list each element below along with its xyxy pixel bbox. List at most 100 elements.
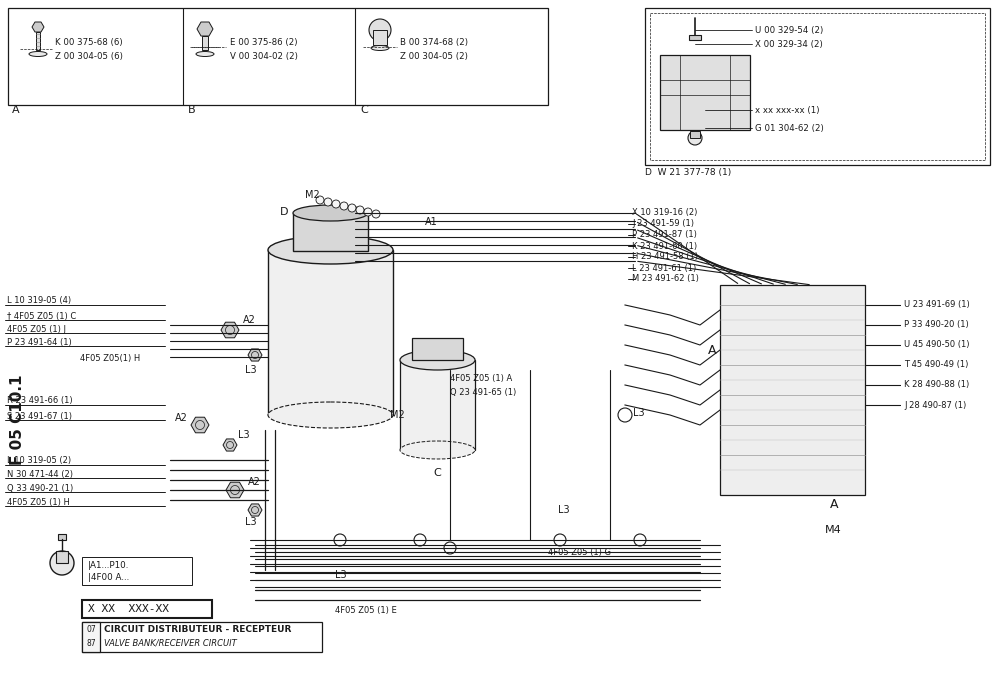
Text: M2: M2 bbox=[390, 410, 405, 420]
Polygon shape bbox=[226, 482, 244, 498]
Circle shape bbox=[334, 534, 346, 546]
Text: † 4F05 Z05 (1) C: † 4F05 Z05 (1) C bbox=[7, 312, 76, 320]
Bar bbox=[412, 338, 463, 360]
Polygon shape bbox=[248, 504, 262, 516]
Circle shape bbox=[372, 210, 380, 218]
Text: C: C bbox=[360, 105, 368, 115]
Bar bbox=[82, 622, 100, 652]
Polygon shape bbox=[221, 322, 239, 338]
Text: A: A bbox=[708, 343, 716, 356]
Text: VALVE BANK/RECEIVER CIRCUIT: VALVE BANK/RECEIVER CIRCUIT bbox=[104, 639, 237, 648]
Circle shape bbox=[414, 534, 426, 546]
Text: A1: A1 bbox=[425, 217, 438, 227]
Text: 4F05 Z05 (1) G: 4F05 Z05 (1) G bbox=[548, 548, 611, 556]
Bar bbox=[82, 557, 192, 585]
Text: L3: L3 bbox=[558, 505, 570, 515]
Ellipse shape bbox=[268, 402, 393, 428]
Ellipse shape bbox=[196, 51, 214, 57]
Text: J 28 490-87 (1): J 28 490-87 (1) bbox=[904, 400, 966, 410]
Bar bbox=[690, 131, 700, 138]
Text: F 05 C10.1: F 05 C10.1 bbox=[10, 375, 26, 465]
Text: X XX  XXX-XX: X XX XXX-XX bbox=[88, 604, 169, 614]
Circle shape bbox=[340, 202, 348, 210]
Text: A2: A2 bbox=[248, 477, 261, 487]
Bar bbox=[268, 250, 393, 415]
Ellipse shape bbox=[400, 350, 475, 370]
Text: CIRCUIT DISTRIBUTEUR - RECEPTEUR: CIRCUIT DISTRIBUTEUR - RECEPTEUR bbox=[104, 625, 291, 635]
Bar bbox=[82, 622, 322, 652]
Text: Z 00 304-05 (6): Z 00 304-05 (6) bbox=[55, 51, 123, 60]
Text: Z 00 304-05 (2): Z 00 304-05 (2) bbox=[400, 51, 468, 60]
Bar bbox=[660, 55, 750, 130]
Polygon shape bbox=[32, 22, 44, 32]
Polygon shape bbox=[197, 22, 213, 36]
Text: U 00 329-54 (2): U 00 329-54 (2) bbox=[755, 26, 823, 34]
Text: P 23 491-64 (1): P 23 491-64 (1) bbox=[7, 337, 72, 347]
Bar bbox=[720, 285, 865, 495]
Text: Q 33 490-21 (1): Q 33 490-21 (1) bbox=[7, 483, 73, 493]
Text: 4F05 Z05 (1) A: 4F05 Z05 (1) A bbox=[450, 374, 512, 383]
Text: L 10 319-05 (2): L 10 319-05 (2) bbox=[7, 456, 71, 466]
Circle shape bbox=[332, 200, 340, 208]
Circle shape bbox=[618, 408, 632, 422]
Bar bbox=[82, 600, 212, 618]
Text: A: A bbox=[830, 498, 838, 512]
Polygon shape bbox=[223, 439, 237, 451]
Bar bbox=[36, 32, 40, 50]
Text: M4: M4 bbox=[825, 525, 842, 535]
Circle shape bbox=[364, 208, 372, 216]
Circle shape bbox=[688, 131, 702, 145]
Text: C: C bbox=[433, 468, 441, 478]
Text: 87: 87 bbox=[86, 639, 96, 648]
Text: V 00 304-02 (2): V 00 304-02 (2) bbox=[230, 51, 298, 60]
Circle shape bbox=[554, 534, 566, 546]
Ellipse shape bbox=[400, 441, 475, 459]
Bar bbox=[56, 551, 68, 563]
Text: x xx xxx-xx (1): x xx xxx-xx (1) bbox=[755, 105, 820, 114]
Circle shape bbox=[324, 198, 332, 206]
Ellipse shape bbox=[29, 51, 47, 57]
Text: L3: L3 bbox=[245, 517, 257, 527]
Circle shape bbox=[356, 206, 364, 214]
Circle shape bbox=[50, 551, 74, 575]
Text: J 23 491-59 (1): J 23 491-59 (1) bbox=[632, 220, 694, 228]
Text: K 00 375-68 (6): K 00 375-68 (6) bbox=[55, 37, 123, 47]
Text: 4F05 Z05 (1) H: 4F05 Z05 (1) H bbox=[7, 498, 70, 506]
Text: L3: L3 bbox=[245, 365, 257, 375]
Bar bbox=[58, 534, 66, 540]
Text: A2: A2 bbox=[175, 413, 188, 423]
Text: S 23 491-67 (1): S 23 491-67 (1) bbox=[7, 412, 72, 420]
Text: N 30 471-44 (2): N 30 471-44 (2) bbox=[7, 470, 73, 479]
Ellipse shape bbox=[371, 45, 389, 51]
Text: L3: L3 bbox=[335, 570, 347, 580]
Bar bbox=[373, 30, 387, 45]
Bar bbox=[293, 213, 368, 251]
Text: 4F05 Z05(1) H: 4F05 Z05(1) H bbox=[80, 354, 140, 362]
Text: R 23 491-66 (1): R 23 491-66 (1) bbox=[7, 397, 73, 406]
Text: P 23 491-87 (1): P 23 491-87 (1) bbox=[632, 231, 697, 239]
Text: P 33 490-20 (1): P 33 490-20 (1) bbox=[904, 320, 969, 329]
Text: D: D bbox=[280, 207, 288, 217]
Text: |4F00 A...: |4F00 A... bbox=[88, 573, 129, 583]
Bar bbox=[202, 36, 208, 50]
Text: U 23 491-69 (1): U 23 491-69 (1) bbox=[904, 301, 970, 310]
Text: 4F05 Z05 (1) E: 4F05 Z05 (1) E bbox=[335, 606, 397, 614]
Bar bbox=[400, 360, 475, 450]
Text: A2: A2 bbox=[243, 315, 256, 325]
Text: L3: L3 bbox=[633, 408, 645, 418]
Ellipse shape bbox=[268, 236, 393, 264]
Bar bbox=[650, 13, 985, 160]
Text: L3: L3 bbox=[238, 430, 250, 440]
Circle shape bbox=[348, 204, 356, 212]
Circle shape bbox=[316, 196, 324, 204]
Text: X 10 319-16 (2): X 10 319-16 (2) bbox=[632, 208, 697, 218]
Text: K 28 490-88 (1): K 28 490-88 (1) bbox=[904, 381, 969, 389]
Text: K 23 491-60 (1): K 23 491-60 (1) bbox=[632, 241, 697, 251]
Polygon shape bbox=[248, 349, 262, 361]
Text: |A1...P10.: |A1...P10. bbox=[88, 560, 129, 569]
Text: L 10 319-05 (4): L 10 319-05 (4) bbox=[7, 297, 71, 306]
Circle shape bbox=[369, 19, 391, 41]
Text: G 01 304-62 (2): G 01 304-62 (2) bbox=[755, 124, 824, 132]
Text: X 00 329-34 (2): X 00 329-34 (2) bbox=[755, 39, 823, 49]
Circle shape bbox=[444, 542, 456, 554]
